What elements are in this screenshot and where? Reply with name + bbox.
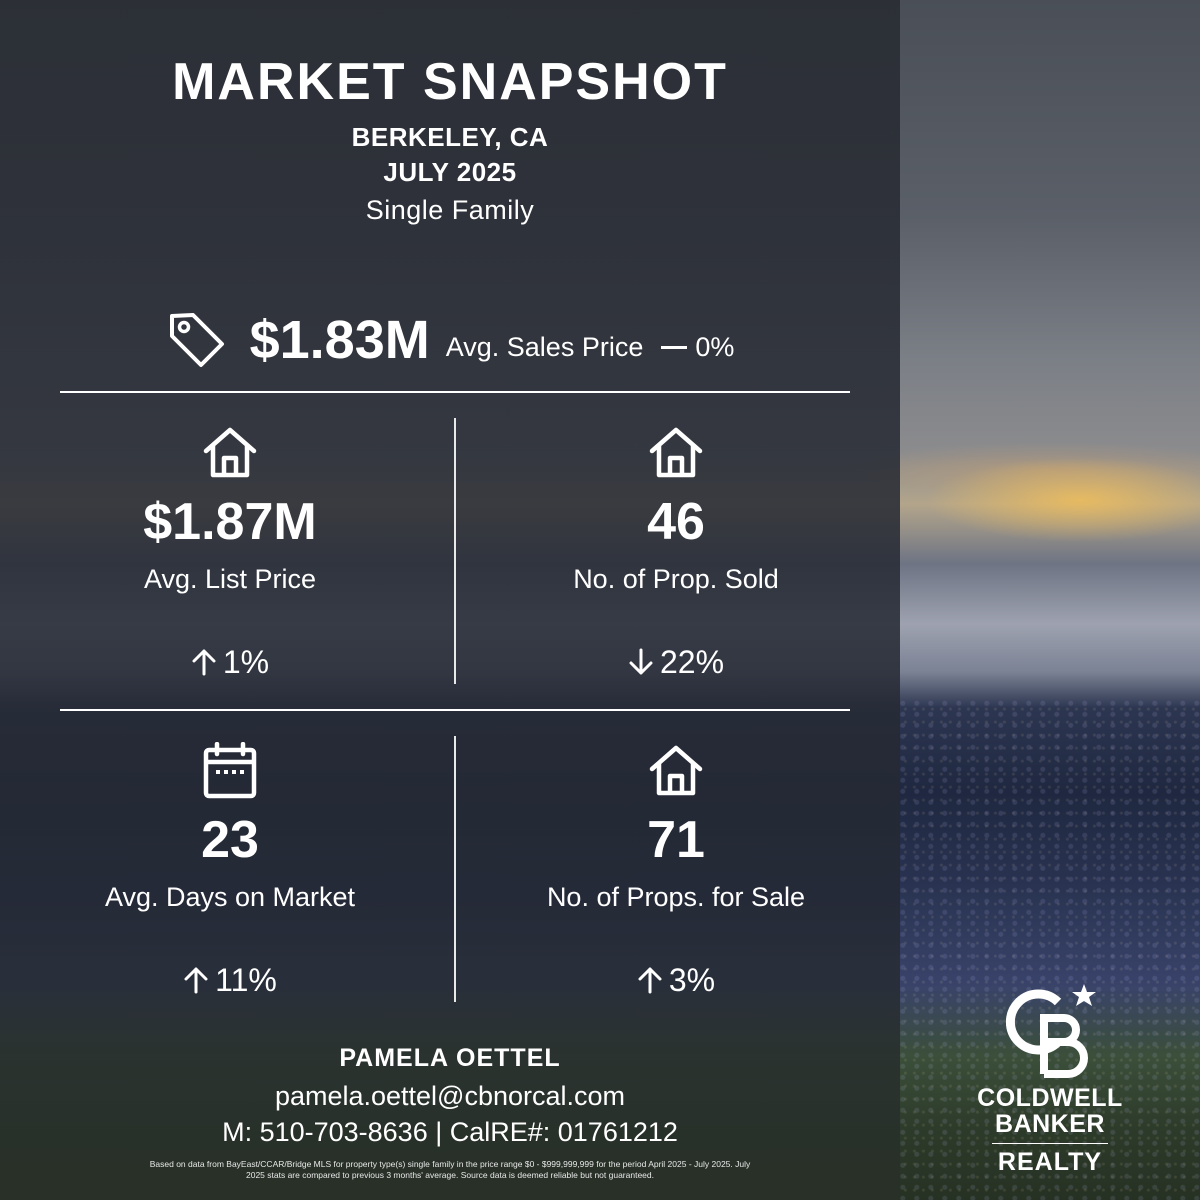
divider-vertical-bottom	[454, 736, 456, 1002]
avg-sales-price-change-value: 0%	[695, 331, 735, 362]
logo-rule	[992, 1143, 1108, 1144]
divider-top	[60, 391, 850, 393]
logo-line-2: BANKER	[995, 1110, 1105, 1138]
arrow-up-icon	[192, 649, 216, 676]
stat-label: Avg. Days on Market	[104, 882, 356, 912]
agent-phone-license: M: 510-703-8636 | CalRE#: 01761212	[222, 1117, 678, 1147]
stat-change: 1%	[5, 642, 455, 682]
headline-stat: $1.83M Avg. Sales Price 0%	[0, 305, 900, 375]
location: BERKELEY, CA	[351, 122, 549, 152]
price-tag-icon	[169, 313, 224, 367]
disclaimer-text: Based on data from BayEast/CCAR/Bridge M…	[149, 1159, 751, 1180]
stat-label: No. of Prop. Sold	[573, 564, 779, 594]
logo-line-1: COLDWELL	[977, 1084, 1123, 1112]
agent-name: PAMELA OETTEL	[339, 1044, 561, 1072]
coldwell-banker-cb-logo	[1005, 984, 1096, 1078]
house-icon	[649, 745, 703, 796]
stat-props-sold: 46 No. of Prop. Sold 22%	[451, 425, 901, 680]
agent-email-link[interactable]: pamela.oettel@cbnorcal.com	[274, 1081, 626, 1111]
content-panel	[0, 0, 900, 1200]
avg-sales-price-change: 0%	[661, 318, 734, 363]
divider-vertical-top	[454, 418, 456, 684]
stat-change-value: 1%	[222, 644, 270, 680]
calendar-icon	[203, 742, 257, 799]
arrow-up-icon	[638, 967, 662, 994]
stat-value: $1.87M	[143, 493, 317, 551]
flat-dash-icon	[661, 345, 688, 349]
coldwell-banker-logo: COLDWELL BANKER REALTY	[960, 980, 1140, 1176]
arrow-down-icon	[629, 648, 653, 675]
property-type: Single Family	[365, 195, 535, 225]
house-icon	[203, 427, 257, 478]
stat-label: Avg. List Price	[143, 564, 317, 594]
divider-middle	[60, 709, 850, 711]
stat-change-value: 11%	[215, 962, 277, 998]
house-icon	[649, 427, 703, 478]
logo-line-3: REALTY	[997, 1148, 1103, 1176]
avg-sales-price-value: $1.83M	[249, 310, 430, 370]
stat-change: 22%	[451, 642, 901, 682]
stat-change-value: 3%	[668, 962, 716, 998]
period: JULY 2025	[383, 157, 517, 187]
arrow-up-icon	[184, 967, 208, 994]
stat-change: 11%	[5, 960, 455, 1000]
stat-value: 71	[647, 811, 705, 869]
page-title: MARKET SNAPSHOT	[172, 53, 728, 111]
stat-value: 23	[201, 811, 259, 869]
stat-label: No. of Props. for Sale	[546, 882, 806, 912]
stat-value: 46	[647, 493, 705, 551]
stat-avg-list-price: $1.87M Avg. List Price 1%	[5, 425, 455, 680]
avg-sales-price-label: Avg. Sales Price	[445, 331, 644, 362]
stat-change: 3%	[451, 960, 901, 1000]
stat-props-for-sale: 71 No. of Props. for Sale 3%	[451, 743, 901, 998]
stat-change-value: 22%	[659, 644, 725, 680]
stat-days-on-market: 23 Avg. Days on Market 11%	[5, 742, 455, 998]
